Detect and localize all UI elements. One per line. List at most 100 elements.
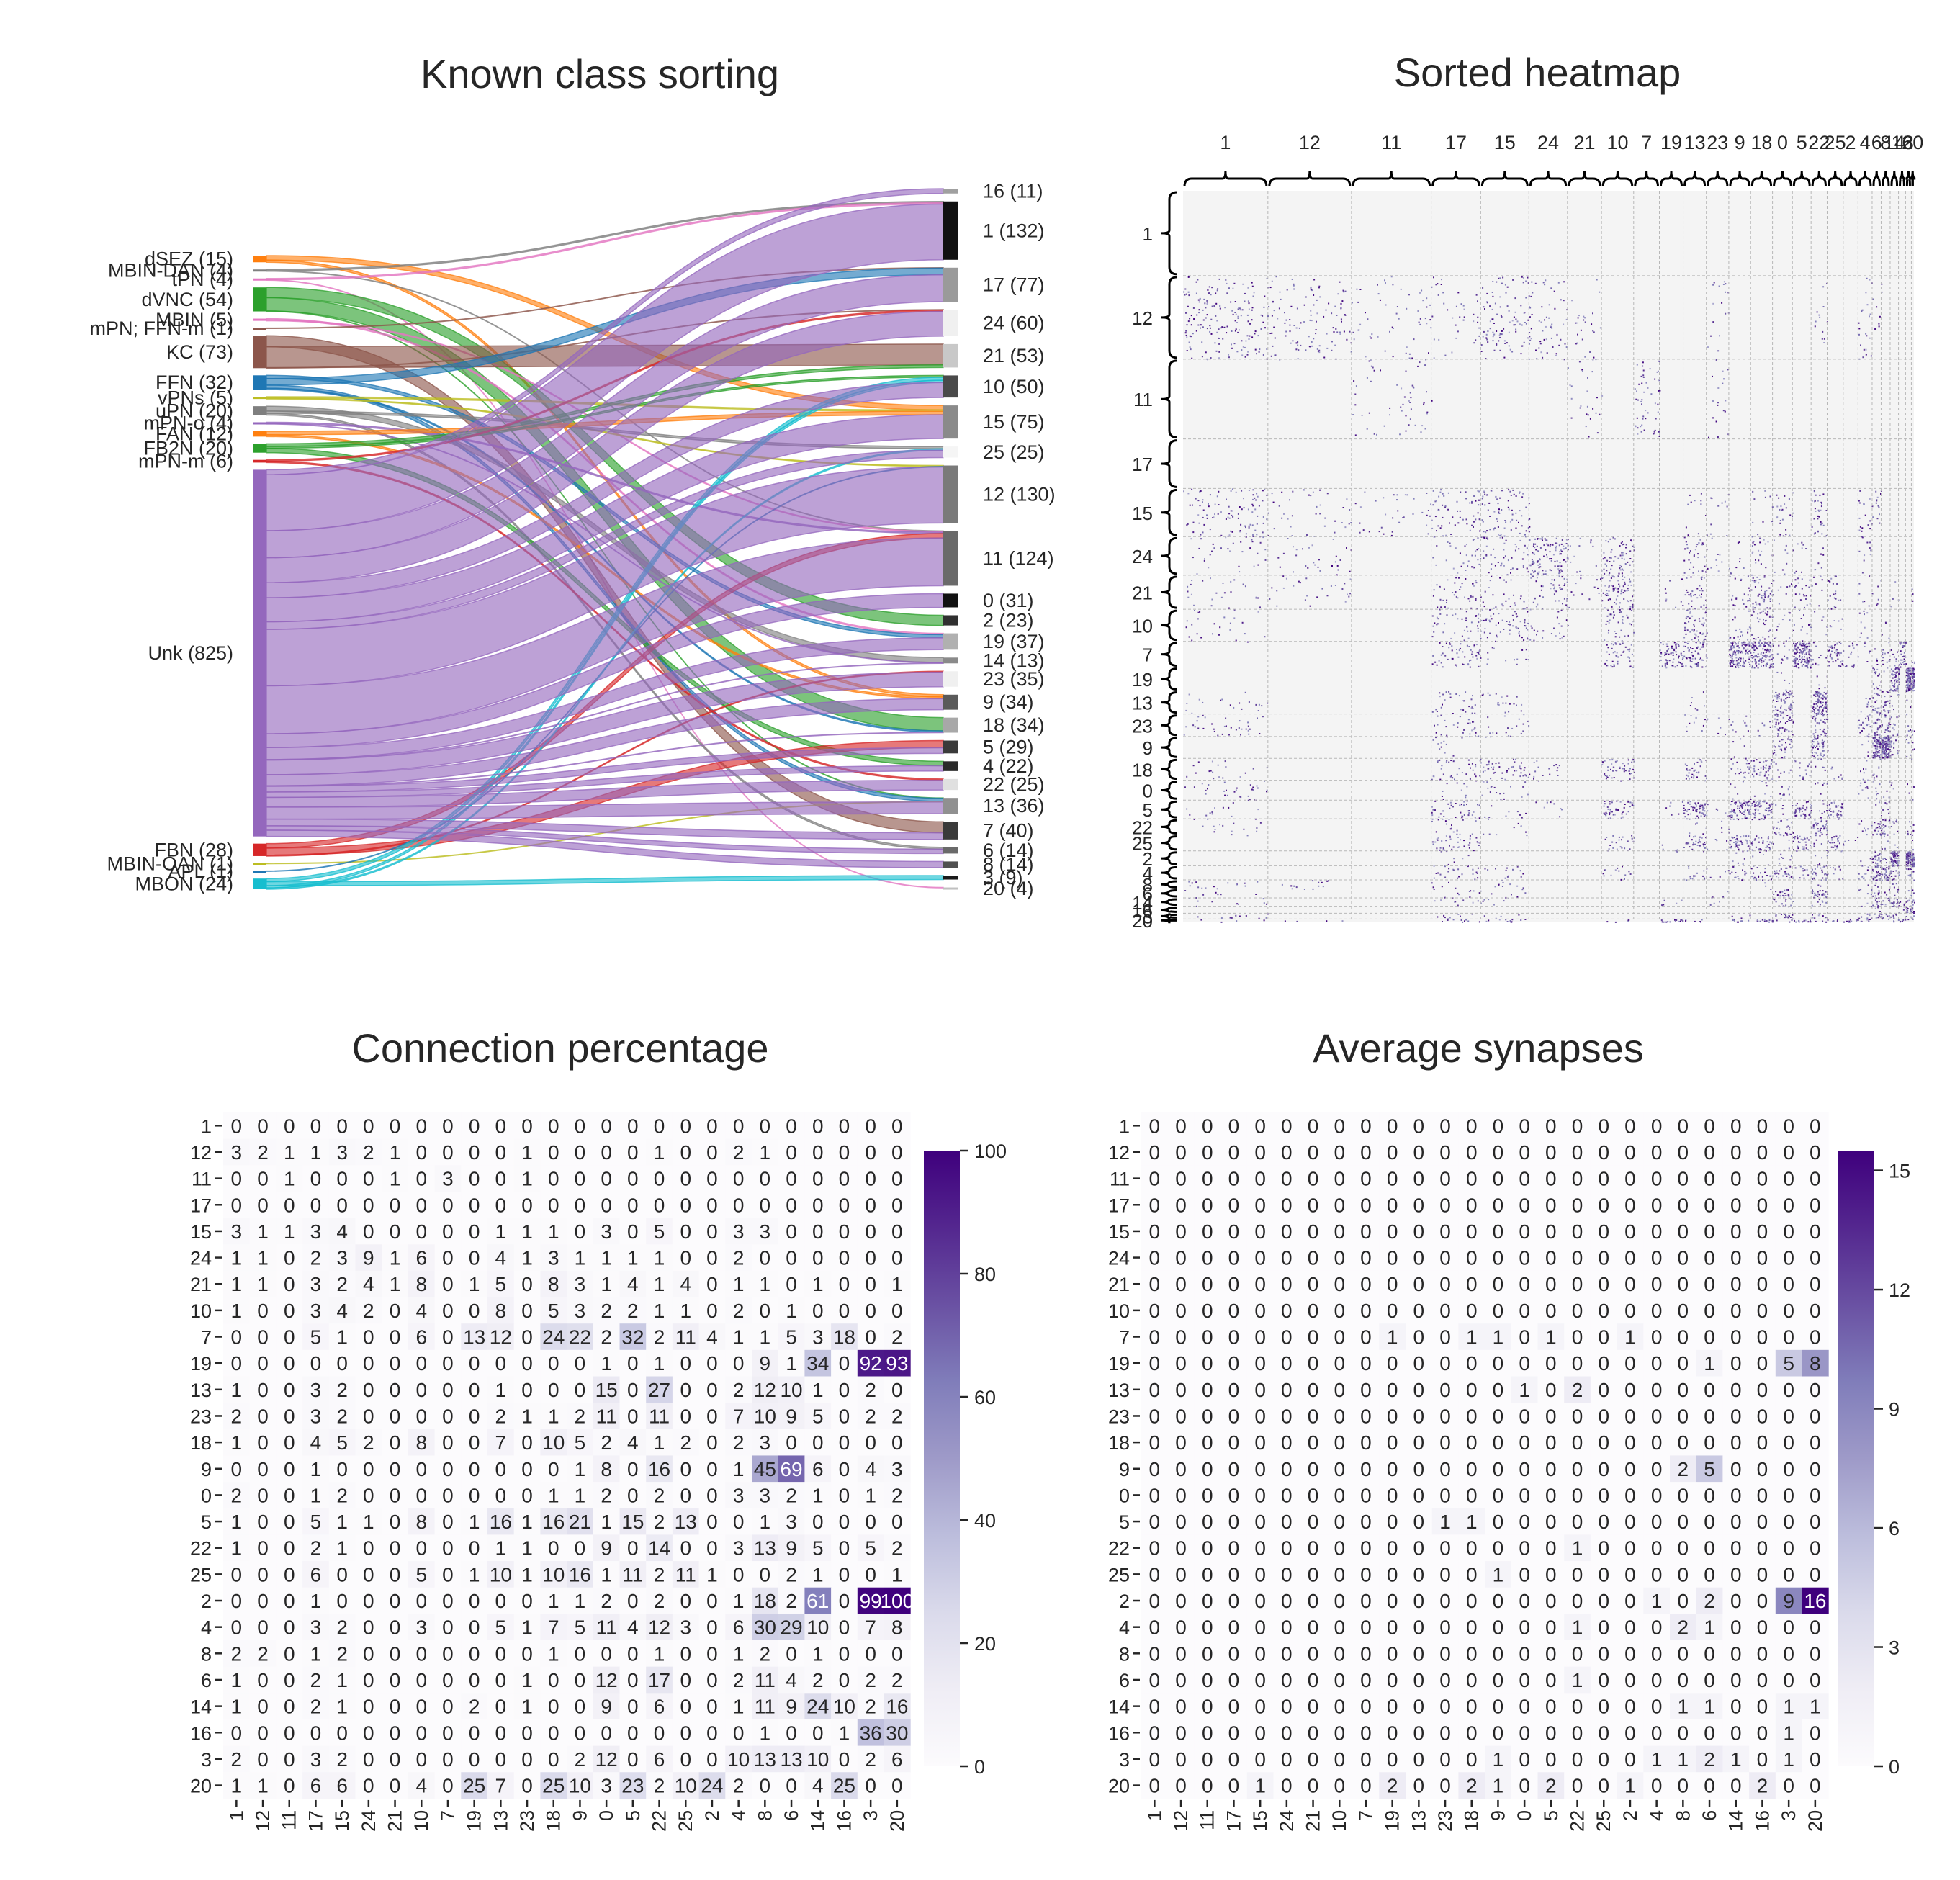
sorted-heatmap-dot: [1762, 648, 1764, 650]
sorted-heatmap-dot: [1455, 664, 1457, 666]
sorted-heatmap-dot: [1480, 637, 1482, 639]
sorted-heatmap-dot: [1701, 761, 1703, 763]
sorted-heatmap-dot: [1485, 554, 1488, 556]
sorted-heatmap-dot: [1274, 354, 1276, 356]
sorted-heatmap-dot: [1208, 292, 1210, 294]
sorted-heatmap-dot: [1888, 739, 1890, 742]
sorted-heatmap-dot: [1890, 695, 1892, 697]
sorted-heatmap-dot: [1436, 664, 1438, 666]
sorted-heatmap-dot: [1763, 775, 1766, 777]
sorted-heatmap-dot: [1733, 756, 1735, 758]
sorted-heatmap-dot: [1275, 276, 1277, 278]
sorted-heatmap-dot: [1524, 625, 1526, 626]
sorted-heatmap-dot: [1776, 626, 1779, 628]
sorted-heatmap-dot: [1585, 426, 1587, 428]
sorted-heatmap-dot: [1424, 318, 1426, 320]
sorted-heatmap-dot: [1894, 676, 1896, 678]
sorted-heatmap-dot: [1550, 583, 1552, 585]
sorted-heatmap-dot: [1465, 794, 1467, 796]
sorted-heatmap-dot: [1511, 518, 1514, 521]
sorted-heatmap-dot: [1702, 625, 1704, 627]
sorted-heatmap-dot: [1476, 657, 1478, 660]
sorted-heatmap-dot: [1458, 768, 1460, 770]
sorted-heatmap-dot: [1752, 657, 1754, 659]
sorted-heatmap-dot: [1449, 643, 1452, 645]
sorted-heatmap-dot: [1869, 528, 1871, 530]
sorted-heatmap-dot: [1525, 530, 1527, 532]
sorted-heatmap-dot: [1631, 610, 1633, 611]
sorted-heatmap-dot: [1252, 535, 1254, 537]
sorted-heatmap-dot: [1607, 541, 1609, 543]
sorted-heatmap-dot: [1223, 326, 1226, 328]
sorted-heatmap-dot: [1753, 580, 1756, 583]
sorted-heatmap-dot: [1612, 644, 1614, 646]
sorted-heatmap-dot: [1631, 759, 1633, 761]
sorted-heatmap-dot: [1770, 598, 1772, 600]
sorted-heatmap-dot: [1186, 703, 1188, 704]
sorted-heatmap-dot: [1185, 726, 1187, 728]
sorted-heatmap-dot: [1452, 755, 1455, 757]
sorted-heatmap-dot: [1542, 282, 1545, 284]
sorted-heatmap-dot: [1810, 623, 1812, 625]
sorted-heatmap-dot: [1593, 356, 1595, 359]
sorted-heatmap-dot: [1907, 675, 1910, 678]
sorted-heatmap-dot: [1776, 716, 1779, 717]
sorted-heatmap-dot: [1878, 751, 1880, 753]
sorted-heatmap-dot: [1563, 359, 1565, 361]
sorted-heatmap-dot: [1810, 626, 1812, 629]
sorted-heatmap-dot: [1864, 514, 1866, 516]
sorted-heatmap-dot: [1755, 562, 1757, 564]
sorted-heatmap-dot: [1631, 653, 1633, 655]
sorted-heatmap-dot: [1832, 583, 1834, 585]
sorted-heatmap-dot: [1506, 305, 1509, 307]
sorted-heatmap-dot: [1678, 644, 1680, 646]
sorted-heatmap-dot: [1514, 604, 1516, 606]
sorted-heatmap-dot: [1515, 613, 1517, 615]
sorted-heatmap-dot: [1820, 719, 1822, 721]
sorted-heatmap-dot: [1829, 655, 1831, 657]
sorted-heatmap-dot: [1477, 625, 1478, 627]
sorted-heatmap-dot: [1706, 719, 1708, 721]
sorted-heatmap-dot: [1514, 311, 1516, 313]
sorted-heatmap-dot: [1471, 712, 1473, 714]
sorted-heatmap-dot: [1836, 643, 1838, 645]
sorted-heatmap-dot: [1350, 522, 1352, 523]
sorted-heatmap-dot: [1259, 541, 1262, 544]
sorted-heatmap-dot: [1686, 609, 1689, 611]
sorted-heatmap-dot: [1831, 657, 1833, 660]
sorted-heatmap-dot: [1527, 793, 1529, 796]
sorted-heatmap-dot: [1527, 554, 1529, 556]
sorted-heatmap-dot: [1529, 336, 1531, 338]
sorted-heatmap-dot: [1686, 610, 1688, 611]
sorted-heatmap-dot: [1475, 500, 1477, 502]
sorted-heatmap-dot: [1910, 673, 1912, 675]
sorted-heatmap-dot: [1730, 783, 1732, 786]
sorted-heatmap-dot: [1513, 493, 1515, 495]
sorted-heatmap-dot: [1758, 761, 1761, 763]
sorted-heatmap-dot: [1813, 694, 1815, 696]
sorted-heatmap-dot: [1492, 295, 1494, 297]
sorted-heatmap-dot: [1760, 658, 1762, 660]
sorted-heatmap-dot: [1689, 657, 1691, 660]
sorted-heatmap-dot: [1555, 600, 1557, 602]
sorted-heatmap-dot: [1231, 510, 1233, 512]
sorted-heatmap-dot: [1877, 585, 1879, 588]
sorted-heatmap-dot: [1823, 728, 1825, 730]
sorted-heatmap-dot: [1824, 722, 1826, 724]
sorted-heatmap-dot: [1881, 744, 1883, 746]
sorted-heatmap-dot: [1212, 543, 1214, 545]
sorted-heatmap-dot: [1621, 552, 1623, 554]
sorted-heatmap-dot: [1802, 664, 1804, 665]
sorted-heatmap-dot: [1570, 561, 1572, 563]
sorted-heatmap-dot: [1470, 707, 1473, 709]
sorted-heatmap-dot: [1882, 748, 1884, 750]
sorted-heatmap-dot: [1624, 576, 1626, 578]
sorted-heatmap-dot: [1739, 628, 1741, 630]
sorted-heatmap-dot: [1257, 495, 1259, 498]
sorted-heatmap-dot: [1665, 600, 1667, 602]
sorted-heatmap-dot: [1540, 585, 1542, 588]
sorted-heatmap-dot: [1223, 725, 1226, 727]
sorted-heatmap-dot: [1887, 710, 1889, 712]
sorted-heatmap-dot: [1774, 637, 1776, 639]
sorted-heatmap-dot: [1228, 517, 1231, 519]
